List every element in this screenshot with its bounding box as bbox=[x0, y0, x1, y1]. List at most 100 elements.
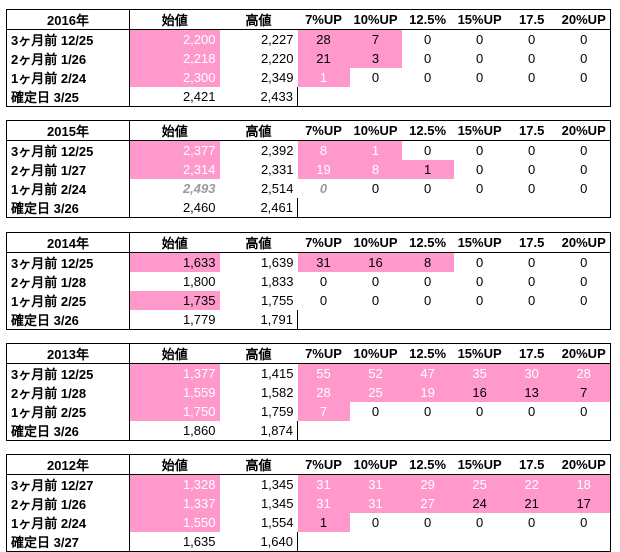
empty-cell[interactable] bbox=[349, 532, 402, 552]
empty-cell[interactable] bbox=[297, 198, 350, 218]
open-cell[interactable]: 2,377 bbox=[129, 140, 220, 160]
empty-cell[interactable] bbox=[297, 87, 350, 107]
empty-cell[interactable] bbox=[401, 421, 454, 441]
p175-cell[interactable]: 22 bbox=[505, 474, 558, 494]
p7-cell[interactable]: 31 bbox=[297, 474, 350, 494]
open-cell[interactable]: 1,550 bbox=[129, 513, 220, 532]
header-12-5up[interactable]: 12.5% bbox=[401, 120, 454, 141]
header-17-5up[interactable]: 17.5 bbox=[505, 343, 558, 364]
p175-cell[interactable]: 0 bbox=[528, 32, 536, 47]
p15-cell[interactable]: 0 bbox=[476, 162, 484, 177]
row-label[interactable]: 1ヶ月前 2/25 bbox=[6, 291, 130, 310]
empty-cell[interactable] bbox=[297, 310, 350, 330]
p15-cell[interactable]: 0 bbox=[476, 51, 484, 66]
header-10up[interactable]: 10%UP bbox=[349, 9, 402, 30]
header-15up[interactable]: 15%UP bbox=[453, 120, 506, 141]
p20-cell[interactable]: 0 bbox=[557, 513, 611, 532]
p20-cell[interactable]: 0 bbox=[557, 179, 611, 198]
empty-cell[interactable] bbox=[349, 421, 402, 441]
header-high[interactable]: 高値 bbox=[219, 9, 298, 30]
open-cell[interactable]: 2,218 bbox=[129, 49, 220, 68]
p7-cell[interactable]: 28 bbox=[297, 383, 350, 402]
empty-cell[interactable] bbox=[557, 421, 611, 441]
header-7up[interactable]: 7%UP bbox=[297, 120, 350, 141]
empty-cell[interactable] bbox=[557, 532, 611, 552]
header-17-5up[interactable]: 17.5 bbox=[505, 232, 558, 253]
header-open[interactable]: 始値 bbox=[129, 9, 220, 30]
p20-cell[interactable]: 0 bbox=[557, 272, 611, 291]
row-label[interactable]: 確定日 3/25 bbox=[6, 87, 130, 107]
p175-cell[interactable]: 0 bbox=[528, 255, 536, 270]
row-label[interactable]: 3ヶ月前 12/27 bbox=[6, 474, 130, 494]
p10-cell[interactable]: 0 bbox=[371, 404, 380, 419]
p20-cell[interactable]: 18 bbox=[557, 474, 611, 494]
open-cell[interactable]: 1,779 bbox=[129, 310, 220, 330]
header-7up[interactable]: 7%UP bbox=[297, 9, 350, 30]
empty-cell[interactable] bbox=[557, 310, 611, 330]
row-label[interactable]: 2ヶ月前 1/27 bbox=[6, 160, 130, 179]
p7-cell[interactable]: 31 bbox=[297, 494, 350, 513]
header-12-5up[interactable]: 12.5% bbox=[401, 343, 454, 364]
p125-cell[interactable]: 0 bbox=[423, 274, 432, 289]
header-20up[interactable]: 20%UP bbox=[557, 120, 611, 141]
p15-cell[interactable]: 16 bbox=[453, 383, 506, 402]
p175-cell[interactable]: 0 bbox=[528, 162, 536, 177]
p125-cell[interactable]: 0 bbox=[423, 181, 432, 196]
p15-cell[interactable]: 0 bbox=[476, 515, 484, 530]
high-cell[interactable]: 1,833 bbox=[260, 274, 294, 289]
p175-cell[interactable]: 0 bbox=[528, 143, 536, 158]
empty-cell[interactable] bbox=[297, 421, 350, 441]
empty-cell[interactable] bbox=[297, 532, 350, 552]
header-10up[interactable]: 10%UP bbox=[349, 343, 402, 364]
p10-cell[interactable]: 16 bbox=[349, 252, 402, 272]
p20-cell[interactable]: 0 bbox=[557, 49, 611, 68]
empty-cell[interactable] bbox=[401, 532, 454, 552]
p125-cell[interactable]: 0 bbox=[423, 293, 432, 308]
header-7up[interactable]: 7%UP bbox=[297, 343, 350, 364]
header-7up[interactable]: 7%UP bbox=[297, 454, 350, 475]
p20-cell[interactable]: 0 bbox=[557, 68, 611, 87]
high-cell[interactable]: 1,759 bbox=[260, 404, 294, 419]
p125-cell[interactable]: 0 bbox=[423, 70, 432, 85]
high-cell[interactable]: 1,639 bbox=[260, 255, 294, 270]
p125-cell[interactable]: 0 bbox=[423, 143, 432, 158]
row-label[interactable]: 2ヶ月前 1/26 bbox=[6, 49, 130, 68]
empty-cell[interactable] bbox=[401, 310, 454, 330]
header-high[interactable]: 高値 bbox=[219, 232, 298, 253]
p125-cell[interactable]: 0 bbox=[423, 51, 432, 66]
header-open[interactable]: 始値 bbox=[129, 343, 220, 364]
p10-cell[interactable]: 31 bbox=[349, 494, 402, 513]
p10-cell[interactable]: 0 bbox=[371, 181, 380, 196]
p15-cell[interactable]: 0 bbox=[476, 293, 484, 308]
p125-cell[interactable]: 47 bbox=[401, 363, 454, 383]
open-cell[interactable]: 1,860 bbox=[129, 421, 220, 441]
p7-cell[interactable]: 1 bbox=[297, 513, 350, 532]
empty-cell[interactable] bbox=[557, 87, 611, 107]
p20-cell[interactable]: 0 bbox=[557, 160, 611, 179]
p15-cell[interactable]: 24 bbox=[453, 494, 506, 513]
empty-cell[interactable] bbox=[453, 310, 506, 330]
p125-cell[interactable]: 29 bbox=[401, 474, 454, 494]
p7-cell[interactable]: 8 bbox=[297, 140, 350, 160]
high-cell[interactable]: 1,554 bbox=[260, 515, 294, 530]
header-15up[interactable]: 15%UP bbox=[453, 232, 506, 253]
p10-cell[interactable]: 0 bbox=[371, 515, 380, 530]
row-label[interactable]: 3ヶ月前 12/25 bbox=[6, 252, 130, 272]
header-15up[interactable]: 15%UP bbox=[453, 343, 506, 364]
high-cell[interactable]: 2,331 bbox=[260, 162, 294, 177]
p175-cell[interactable]: 0 bbox=[528, 515, 536, 530]
p7-cell[interactable]: 28 bbox=[297, 29, 350, 49]
p7-cell[interactable]: 55 bbox=[297, 363, 350, 383]
header-open[interactable]: 始値 bbox=[129, 454, 220, 475]
row-label[interactable]: 2ヶ月前 1/28 bbox=[6, 272, 130, 291]
p20-cell[interactable]: 17 bbox=[557, 494, 611, 513]
p20-cell[interactable]: 0 bbox=[557, 402, 611, 421]
row-label[interactable]: 3ヶ月前 12/25 bbox=[6, 363, 130, 383]
p125-cell[interactable]: 8 bbox=[401, 252, 454, 272]
empty-cell[interactable] bbox=[349, 87, 402, 107]
header-12-5up[interactable]: 12.5% bbox=[401, 9, 454, 30]
p125-cell[interactable]: 0 bbox=[423, 404, 432, 419]
row-label[interactable]: 1ヶ月前 2/24 bbox=[6, 513, 130, 532]
empty-cell[interactable] bbox=[505, 310, 558, 330]
p175-cell[interactable]: 0 bbox=[528, 274, 536, 289]
